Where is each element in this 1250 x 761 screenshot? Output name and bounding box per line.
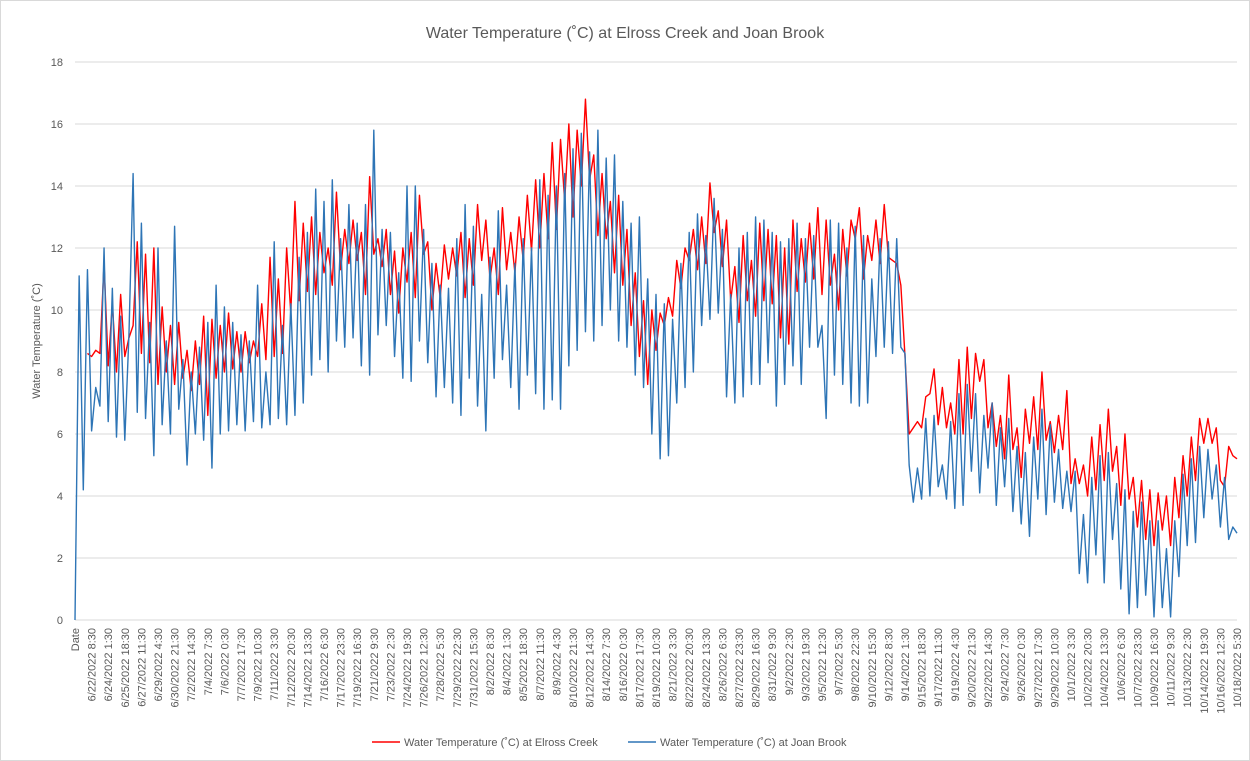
x-tick-label: 7/4/2022 7:30 (203, 628, 215, 695)
y-tick-label: 16 (51, 119, 63, 131)
x-tick-label: 7/2/2022 14:30 (186, 628, 198, 701)
x-tick-label: 9/29/2022 10:30 (1049, 628, 1061, 708)
x-tick-label: 6/30/2022 21:30 (170, 628, 182, 708)
x-tick-label: 7/21/2022 9:30 (369, 628, 381, 701)
x-tick-label: 8/9/2022 4:30 (551, 628, 563, 695)
x-tick-label: 8/12/2022 14:30 (585, 628, 597, 708)
y-tick-label: 10 (51, 305, 63, 317)
x-tick-label: 8/29/2022 16:30 (751, 628, 763, 708)
x-tick-label: 9/24/2022 7:30 (1000, 628, 1012, 701)
x-tick-label: 9/26/2022 0:30 (1016, 628, 1028, 701)
x-tick-label: 7/12/2022 20:30 (286, 628, 298, 708)
x-tick-label: 6/27/2022 11:30 (136, 628, 148, 707)
x-tick-label: 7/31/2022 15:30 (468, 628, 480, 708)
x-tick-label: 8/19/2022 10:30 (651, 628, 663, 708)
x-tick-label: 8/24/2022 13:30 (701, 628, 713, 708)
x-tick-label: 7/26/2022 12:30 (419, 628, 431, 708)
x-tick-label: 8/14/2022 7:30 (601, 628, 613, 701)
x-tick-label: 7/9/2022 10:30 (253, 628, 265, 701)
x-tick-label: 8/17/2022 17:30 (634, 628, 646, 708)
series-line (74, 129, 1238, 621)
x-tick-label: 9/27/2022 17:30 (1033, 628, 1045, 708)
x-tick-label: 9/12/2022 8:30 (883, 628, 895, 701)
x-tick-label: 9/17/2022 11:30 (933, 628, 945, 707)
series-line (87, 98, 1238, 547)
x-tick-label: 7/23/2022 2:30 (385, 628, 397, 701)
x-tick-label: 9/19/2022 4:30 (950, 628, 962, 701)
x-tick-label: 9/15/2022 18:30 (917, 628, 929, 708)
x-tick-label: 6/24/2022 1:30 (103, 628, 115, 701)
y-tick-label: 18 (51, 57, 63, 69)
x-tick-label: 10/1/2022 3:30 (1066, 628, 1078, 701)
x-tick-label: Date (70, 628, 82, 651)
y-tick-label: 4 (57, 491, 63, 503)
x-tick-label: 7/14/2022 13:30 (302, 628, 314, 708)
x-tick-label: 10/4/2022 13:30 (1099, 628, 1111, 708)
x-tick-label: 8/4/2022 1:30 (502, 628, 514, 695)
x-tick-label: 10/7/2022 23:30 (1132, 628, 1144, 708)
x-tick-label: 7/24/2022 19:30 (402, 628, 414, 708)
legend-label: Water Temperature (˚C) at Elross Creek (404, 737, 598, 749)
x-tick-label: 10/16/2022 12:30 (1215, 628, 1227, 714)
y-tick-label: 8 (57, 367, 63, 379)
x-tick-label: 8/7/2022 11:30 (535, 628, 547, 701)
legend-label: Water Temperature (˚C) at Joan Brook (660, 737, 847, 749)
x-tick-label: 8/26/2022 6:30 (717, 628, 729, 701)
x-tick-label: 9/2/2022 2:30 (784, 628, 796, 695)
x-tick-label: 10/9/2022 16:30 (1149, 628, 1161, 708)
x-tick-label: 8/2/2022 8:30 (485, 628, 497, 695)
x-tick-label: 9/22/2022 14:30 (983, 628, 995, 708)
x-tick-label: 10/13/2022 2:30 (1182, 628, 1194, 708)
x-tick-label: 9/7/2022 5:30 (834, 628, 846, 695)
x-tick-label: 10/18/2022 5:30 (1232, 628, 1244, 708)
y-tick-label: 12 (51, 243, 63, 255)
x-tick-label: 6/22/2022 8:30 (87, 628, 99, 701)
y-tick-label: 2 (57, 553, 63, 565)
x-tick-label: 9/20/2022 21:30 (966, 628, 978, 708)
x-tick-label: 9/8/2022 22:30 (850, 628, 862, 701)
x-tick-label: 7/11/2022 3:30 (269, 628, 281, 701)
chart-title: Water Temperature (˚C) at Elross Creek a… (426, 25, 825, 42)
x-tick-label: 6/25/2022 18:30 (120, 628, 132, 708)
x-tick-label: 9/14/2022 1:30 (900, 628, 912, 701)
x-tick-label: 8/22/2022 20:30 (684, 628, 696, 708)
x-tick-label: 10/14/2022 19:30 (1199, 628, 1211, 714)
x-tick-label: 8/10/2022 21:30 (568, 628, 580, 708)
x-tick-label: 10/2/2022 20:30 (1083, 628, 1095, 708)
x-tick-label: 6/29/2022 4:30 (153, 628, 165, 701)
x-tick-label: 7/17/2022 23:30 (336, 628, 348, 708)
x-tick-label: 7/28/2022 5:30 (435, 628, 447, 701)
x-tick-label: 7/6/2022 0:30 (219, 628, 231, 695)
x-tick-label: 7/19/2022 16:30 (352, 628, 364, 708)
x-tick-label: 9/3/2022 19:30 (800, 628, 812, 701)
y-tick-label: 14 (51, 181, 63, 193)
x-tick-label: 7/29/2022 22:30 (452, 628, 464, 708)
x-tick-label: 10/11/2022 9:30 (1166, 628, 1178, 707)
x-tick-label: 8/31/2022 9:30 (767, 628, 779, 701)
x-tick-label: 9/5/2022 12:30 (817, 628, 829, 701)
x-tick-label: 10/6/2022 6:30 (1116, 628, 1128, 701)
x-tick-label: 7/16/2022 6:30 (319, 628, 331, 701)
x-tick-label: 8/5/2022 18:30 (518, 628, 530, 701)
y-tick-label: 0 (57, 615, 63, 627)
x-tick-label: 8/21/2022 3:30 (668, 628, 680, 701)
x-tick-label: 8/27/2022 23:30 (734, 628, 746, 708)
y-axis-label: Water Temperature (˚C) (31, 283, 43, 399)
x-tick-label: 9/10/2022 15:30 (867, 628, 879, 708)
x-tick-label: 7/7/2022 17:30 (236, 628, 248, 701)
y-tick-label: 6 (57, 429, 63, 441)
x-tick-label: 8/16/2022 0:30 (618, 628, 630, 701)
